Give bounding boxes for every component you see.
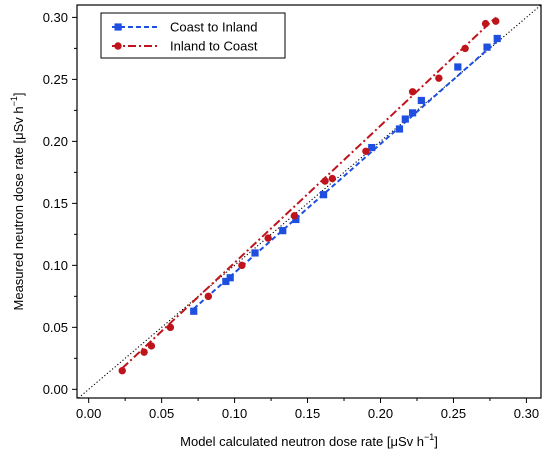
data-point-series-1	[222, 277, 230, 286]
data-point-series-1	[454, 63, 462, 71]
data-point-series-1	[408, 109, 417, 117]
data-point-series-1	[483, 43, 491, 51]
data-point-series-2	[147, 342, 156, 350]
legend-box	[100, 12, 286, 59]
y-tick-label: 0.20	[43, 134, 68, 149]
data-point-series-2	[290, 212, 299, 220]
data-point-series-2	[140, 348, 148, 356]
data-point-series-2	[481, 19, 490, 28]
y-tick-label: 0.15	[43, 196, 68, 211]
x-tick-label: 0.30	[514, 406, 539, 421]
x-tick-label: 0.05	[149, 406, 174, 421]
data-point-series-1	[251, 249, 259, 257]
data-point-series-2	[238, 261, 246, 270]
data-point-series-1	[417, 96, 425, 105]
x-tick-label: 0.25	[441, 406, 466, 421]
x-tick-label: 0.15	[295, 406, 320, 421]
data-point-series-1	[226, 274, 234, 282]
reference-line	[78, 5, 541, 398]
legend-marker-series-2	[114, 42, 122, 50]
fit-line-series-1	[193, 40, 498, 310]
x-axis-label: Model calculated neutron dose rate [μSv …	[180, 432, 438, 449]
data-point-series-2	[118, 367, 126, 375]
y-axis-label: Measured neutron dose rate [μSv h−1]	[9, 93, 26, 311]
fit-line-series-2	[121, 16, 497, 369]
data-point-series-2	[204, 292, 213, 301]
data-point-series-1	[493, 34, 501, 43]
plot-frame	[76, 4, 542, 399]
y-tick-label: 0.10	[43, 258, 68, 273]
data-point-series-2	[435, 74, 443, 82]
data-point-series-1	[279, 227, 287, 235]
data-point-series-2	[408, 88, 417, 96]
data-point-series-1	[395, 125, 404, 133]
data-point-series-1	[292, 215, 300, 224]
legend-label-series-1: Coast to Inland	[170, 20, 257, 35]
y-tick-label: 0.00	[43, 382, 68, 397]
data-point-series-2	[166, 323, 175, 332]
data-point-series-1	[319, 191, 328, 199]
legend-label-series-2: Inland to Coast	[170, 39, 258, 54]
x-tick-label: 0.00	[76, 406, 101, 421]
y-tick-label: 0.05	[43, 320, 68, 335]
legend: Coast to Inland Inland to Coast	[100, 12, 286, 59]
y-tick-label: 0.30	[43, 10, 68, 25]
data-point-series-1	[190, 307, 198, 315]
data-point-series-2	[461, 44, 469, 53]
data-point-series-2	[362, 147, 370, 155]
data-point-series-2	[328, 174, 337, 183]
x-tick-label: 0.10	[222, 406, 247, 421]
data-point-series-1	[368, 143, 376, 152]
data-point-series-1	[401, 115, 409, 123]
y-tick-label: 0.25	[43, 72, 68, 87]
data-point-series-2	[321, 177, 329, 185]
data-point-series-2	[492, 17, 500, 25]
legend-marker-series-1	[114, 23, 122, 31]
data-point-series-2	[264, 234, 272, 242]
x-tick-label: 0.20	[368, 406, 393, 421]
